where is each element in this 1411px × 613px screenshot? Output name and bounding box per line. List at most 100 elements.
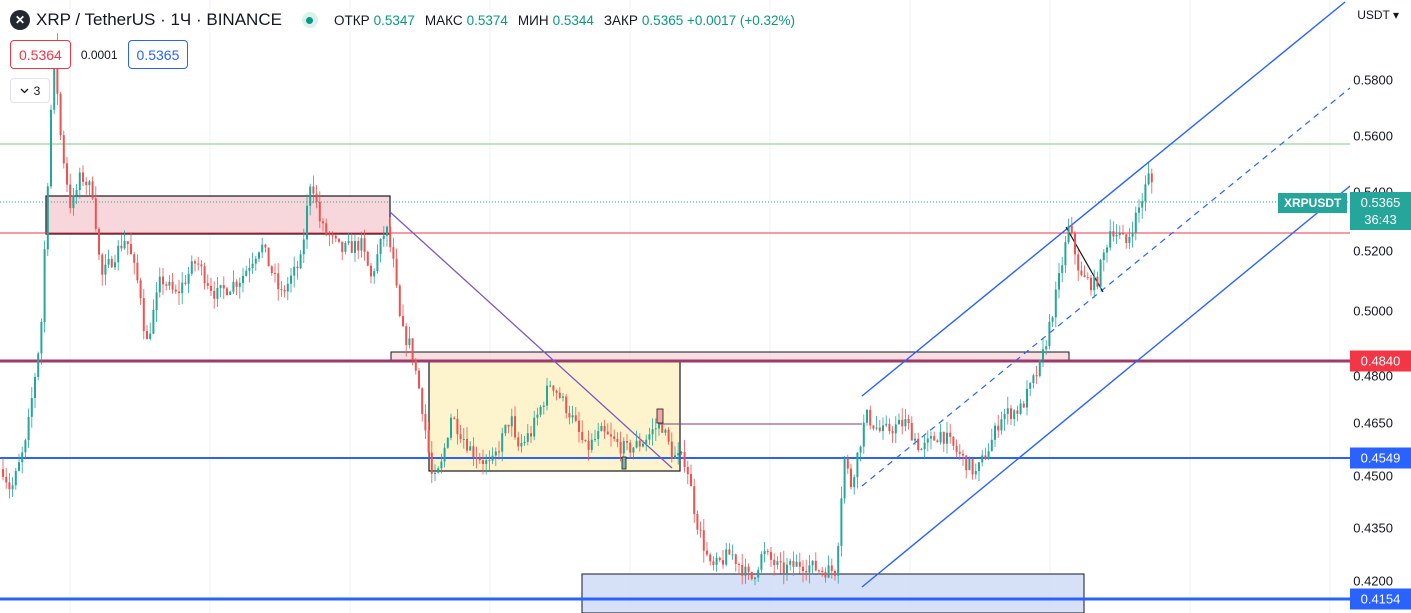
zone-red-top[interactable] (45, 195, 391, 235)
candle-body (696, 514, 699, 530)
candle-body (920, 449, 923, 451)
candle-body (1051, 317, 1054, 322)
candle-body (94, 198, 97, 229)
candle-body (370, 265, 372, 277)
candle-body (1144, 184, 1147, 202)
ohlc-value: 0.5347 (373, 12, 415, 28)
candle-body (814, 560, 817, 571)
candle-body (587, 440, 590, 450)
candle-body (98, 228, 100, 255)
candle-body (414, 359, 417, 371)
candle-body (366, 251, 369, 266)
quote-panel: 0.5364 0.0001 0.5365 (10, 40, 189, 69)
xrp-logo-icon: ✕ (10, 10, 30, 30)
candle-body (75, 190, 78, 196)
indicators-toggle-button[interactable]: 3 (10, 78, 50, 103)
zone-blue-bottom[interactable] (581, 573, 1085, 613)
candle-body (997, 425, 1000, 431)
candle-body (408, 338, 411, 346)
candle-body (158, 276, 161, 293)
price-axis-label: 0.5800 (1353, 72, 1393, 88)
candle-body (350, 241, 353, 253)
candle-body (462, 439, 465, 441)
candle-body (901, 419, 904, 427)
spread-value: 0.0001 (80, 47, 118, 62)
candle-body (37, 353, 40, 377)
candle-body (446, 437, 449, 448)
ohlc-readout: ОТКР 0.5347 МАКС 0.5374 МИН 0.5344 ЗАКР 0.53… (334, 13, 801, 28)
price-axis[interactable]: USDT ▾ 0.5800 0.5600 0.5400 0.5200 0.500… (1350, 0, 1411, 613)
candle-body (728, 549, 731, 555)
candle-body (1054, 289, 1057, 318)
candle-body (5, 476, 8, 483)
currency-dropdown[interactable]: USDT ▾ (1357, 8, 1399, 22)
candle-body (984, 455, 987, 460)
candle-body (498, 451, 500, 453)
candle-body (206, 283, 209, 286)
candle-body (504, 424, 507, 434)
candle-body (357, 241, 360, 251)
candle-body (936, 440, 939, 443)
candle-body (1150, 173, 1153, 183)
candle-body (302, 239, 305, 255)
candle-body (526, 433, 529, 442)
candle-body (139, 280, 142, 299)
candle-body (638, 440, 641, 447)
market-status-icon[interactable] (301, 12, 318, 28)
candle-body (424, 413, 427, 431)
candle-body (306, 205, 308, 240)
candle-body (286, 283, 289, 292)
price-axis-label: 0.5200 (1353, 243, 1393, 259)
candle-body (168, 281, 171, 286)
candle-body (747, 566, 750, 572)
candle-body (930, 436, 932, 439)
candle-body (731, 554, 734, 556)
ohlc-value: 0.5344 (552, 12, 594, 28)
candle-body (910, 423, 913, 441)
candle-body (229, 291, 232, 295)
candle-body (507, 424, 510, 427)
candle-body (942, 431, 945, 444)
candle-body (222, 285, 225, 289)
candle-body (322, 221, 324, 224)
candle-body (866, 409, 868, 423)
candle-body (1090, 277, 1092, 291)
candle-body (834, 570, 836, 576)
candle-body (853, 477, 856, 488)
candle-body (245, 270, 248, 276)
candle-body (8, 482, 11, 490)
candle-body (584, 439, 587, 441)
candle-body (664, 429, 667, 433)
candle-body (338, 238, 340, 242)
candle-body (536, 414, 539, 418)
candle-body (88, 181, 91, 186)
trend-lines[interactable] (389, 1, 1350, 588)
zone-yellow-range[interactable] (428, 360, 681, 472)
candle-body (283, 290, 286, 292)
candle-body (482, 460, 484, 464)
candle-body (750, 571, 753, 580)
candle-body (712, 561, 715, 565)
candle-body (859, 446, 862, 453)
candle-body (117, 245, 120, 263)
candle-body (542, 405, 545, 407)
symbol-title[interactable]: XRP / TetherUS · 1Ч · BINANCE (36, 10, 282, 29)
candle-body (331, 235, 334, 237)
candle-body (178, 291, 180, 294)
sell-button[interactable]: 0.5364 (10, 40, 71, 69)
candle-body (187, 273, 190, 284)
candle-body (85, 181, 88, 186)
candle-body (795, 561, 798, 567)
channel-mid-line (861, 87, 1350, 487)
candle-body (430, 452, 433, 474)
price-chart[interactable] (0, 0, 1350, 613)
candle-body (149, 333, 152, 339)
candle-body (1125, 234, 1128, 243)
buy-button[interactable]: 0.5365 (127, 40, 189, 69)
candle-body (798, 561, 801, 567)
candle-body (78, 172, 81, 191)
candle-body (50, 109, 52, 187)
candle-body (210, 285, 212, 291)
candle-body (110, 258, 113, 268)
candle-body (693, 486, 696, 515)
